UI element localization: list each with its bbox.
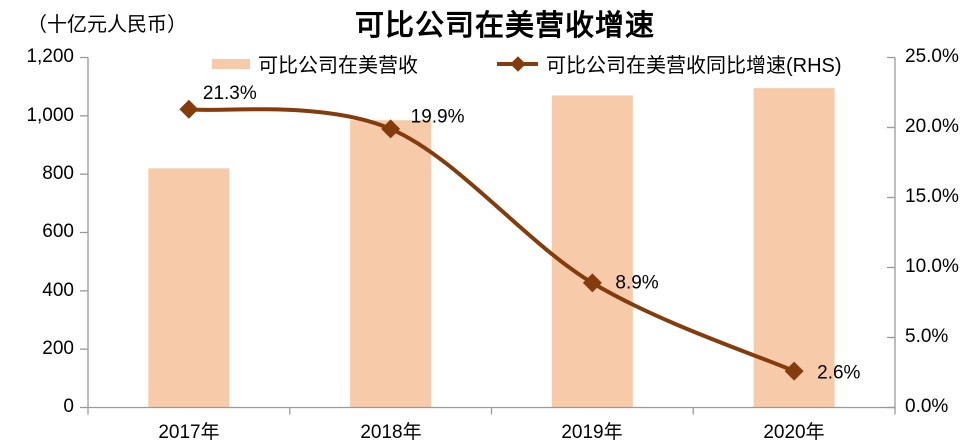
right-axis-tick-label: 20.0% bbox=[905, 116, 959, 137]
left-axis-tick-label: 1,200 bbox=[26, 46, 74, 67]
right-axis-tick-label: 10.0% bbox=[905, 256, 959, 277]
right-axis-tick-label: 0.0% bbox=[905, 396, 949, 417]
legend-bar-label: 可比公司在美营收 bbox=[258, 55, 418, 77]
bar-legend-swatch-icon bbox=[212, 58, 250, 69]
left-axis-tick-label: 400 bbox=[42, 280, 74, 301]
left-axis-tick-label: 200 bbox=[42, 338, 74, 359]
legend-line-label: 可比公司在美营收同比增速(RHS) bbox=[546, 55, 842, 77]
left-axis-tick-label: 800 bbox=[42, 163, 74, 184]
legend-item-bar: 可比公司在美营收 bbox=[212, 49, 418, 78]
left-axis-tick-label: 0 bbox=[63, 396, 74, 417]
left-axis-unit-label: （十亿元人民币） bbox=[27, 14, 187, 36]
x-axis-category-label: 2019年 bbox=[561, 422, 623, 443]
data-point-marker bbox=[582, 273, 602, 293]
bar bbox=[350, 120, 432, 408]
legend-item-line: 可比公司在美营收同比增速(RHS) bbox=[497, 49, 842, 78]
x-axis-category-label: 2020年 bbox=[763, 422, 825, 443]
x-axis-category-label: 2018年 bbox=[360, 422, 422, 443]
data-point-marker bbox=[179, 99, 199, 119]
data-point-label: 2.6% bbox=[817, 363, 860, 384]
data-point-marker bbox=[784, 361, 804, 381]
bar bbox=[551, 95, 633, 408]
data-point-label: 19.9% bbox=[411, 106, 465, 127]
left-axis-tick-label: 1,000 bbox=[26, 105, 74, 126]
data-point-label: 21.3% bbox=[203, 83, 257, 104]
right-axis-tick-label: 5.0% bbox=[905, 326, 949, 347]
bar bbox=[148, 168, 230, 408]
right-axis-tick-label: 25.0% bbox=[905, 46, 959, 67]
line-legend-marker-icon bbox=[497, 55, 538, 72]
bar bbox=[753, 88, 835, 408]
right-axis-tick-label: 15.0% bbox=[905, 186, 959, 207]
data-point-label: 8.9% bbox=[615, 272, 658, 293]
x-axis-category-label: 2017年 bbox=[158, 422, 220, 443]
trend-line bbox=[186, 107, 797, 374]
left-axis-tick-label: 600 bbox=[42, 221, 74, 242]
data-point-marker bbox=[381, 119, 401, 139]
chart-title: 可比公司在美营收增速 bbox=[354, 10, 655, 42]
